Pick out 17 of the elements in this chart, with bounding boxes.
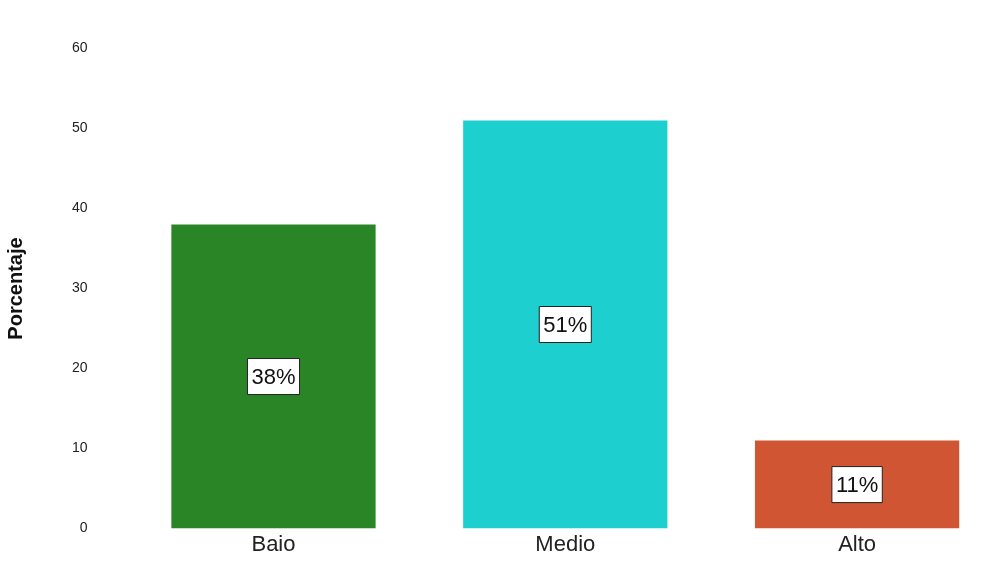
data-label: 11%	[835, 471, 879, 497]
y-tick-label: 40	[71, 199, 88, 216]
x-tick-label: Medio	[535, 530, 596, 556]
y-tick-label: 60	[71, 39, 88, 56]
y-axis-title: Porcentaje	[3, 237, 26, 340]
x-tick-label: Alto	[838, 530, 877, 556]
data-label: 51%	[543, 311, 588, 337]
bar	[754, 440, 960, 529]
y-tick-label: 50	[71, 119, 88, 136]
y-tick-label: 30	[71, 279, 88, 296]
data-label: 38%	[251, 363, 296, 389]
y-tick-label: 20	[71, 359, 88, 376]
y-tick-label: 0	[79, 519, 88, 536]
bar	[463, 120, 668, 529]
x-tick-label: Baio	[251, 530, 296, 556]
y-tick-label: 10	[71, 439, 88, 456]
bar	[171, 224, 376, 529]
